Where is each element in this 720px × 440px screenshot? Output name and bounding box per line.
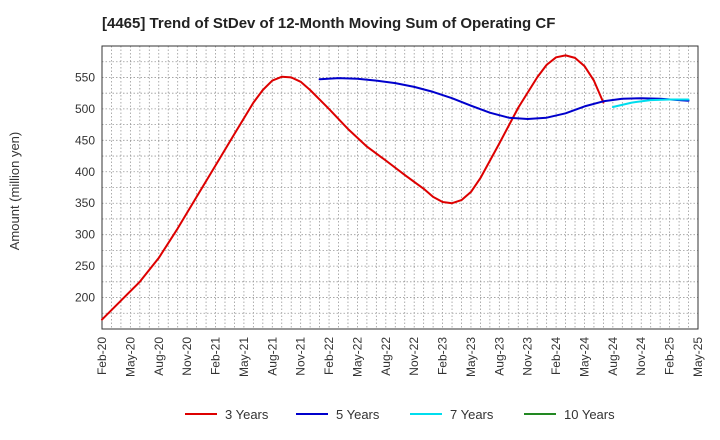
legend-label: 3 Years xyxy=(225,407,269,422)
chart-title: [4465] Trend of StDev of 12-Month Moving… xyxy=(102,15,555,32)
plot-border xyxy=(101,45,699,330)
y-tick-label: 250 xyxy=(75,259,95,273)
x-tick-label: May-24 xyxy=(577,337,591,377)
x-tick-label: Feb-21 xyxy=(209,337,223,375)
y-tick-label: 300 xyxy=(75,228,95,242)
y-axis-label: Amount (million yen) xyxy=(7,132,22,251)
x-tick-label: Nov-20 xyxy=(180,337,194,376)
x-tick-label: Nov-21 xyxy=(294,337,308,376)
x-tick-label: May-23 xyxy=(464,337,478,377)
x-tick-label: Aug-24 xyxy=(606,337,620,376)
legend: 3 Years 5 Years 7 Years 10 Years xyxy=(185,407,615,422)
x-tick-label: Nov-24 xyxy=(634,337,648,376)
series-line-7-years xyxy=(611,98,690,108)
legend-label: 7 Years xyxy=(450,407,494,422)
y-tick-label: 450 xyxy=(75,133,95,147)
legend-label: 10 Years xyxy=(564,407,615,422)
x-tick-label: May-25 xyxy=(691,337,705,377)
x-tick-label: Feb-24 xyxy=(549,337,563,375)
series-line-3-years xyxy=(101,54,605,321)
x-tick-label: Aug-21 xyxy=(265,337,279,376)
x-tick-label: May-20 xyxy=(123,337,137,377)
plot-area xyxy=(101,45,699,330)
x-axis: Feb-20 May-20 Aug-20 Nov-20 Feb-21 May-21 Aug-… xyxy=(95,337,705,377)
x-tick-label: Aug-22 xyxy=(379,337,393,376)
x-tick-label: Nov-22 xyxy=(407,337,421,376)
x-tick-label: Feb-22 xyxy=(322,337,336,375)
x-tick-label: Feb-25 xyxy=(663,337,677,375)
x-tick-label: Aug-20 xyxy=(152,337,166,376)
y-tick-label: 200 xyxy=(75,291,95,305)
x-tick-label: May-21 xyxy=(237,337,251,377)
y-tick-label: 400 xyxy=(75,165,95,179)
series-line-5-years xyxy=(318,77,690,120)
x-tick-label: May-22 xyxy=(350,337,364,377)
y-tick-label: 500 xyxy=(75,102,95,116)
series-lines xyxy=(101,54,690,321)
x-tick-label: Nov-23 xyxy=(521,337,535,376)
x-tick-label: Feb-20 xyxy=(95,337,109,375)
y-tick-label: 350 xyxy=(75,196,95,210)
x-tick-label: Feb-23 xyxy=(436,337,450,375)
y-axis: 200 250 300 350 400 450 500 550 xyxy=(75,70,95,304)
x-tick-label: Aug-23 xyxy=(492,337,506,376)
y-tick-label: 550 xyxy=(75,70,95,84)
legend-label: 5 Years xyxy=(336,407,380,422)
